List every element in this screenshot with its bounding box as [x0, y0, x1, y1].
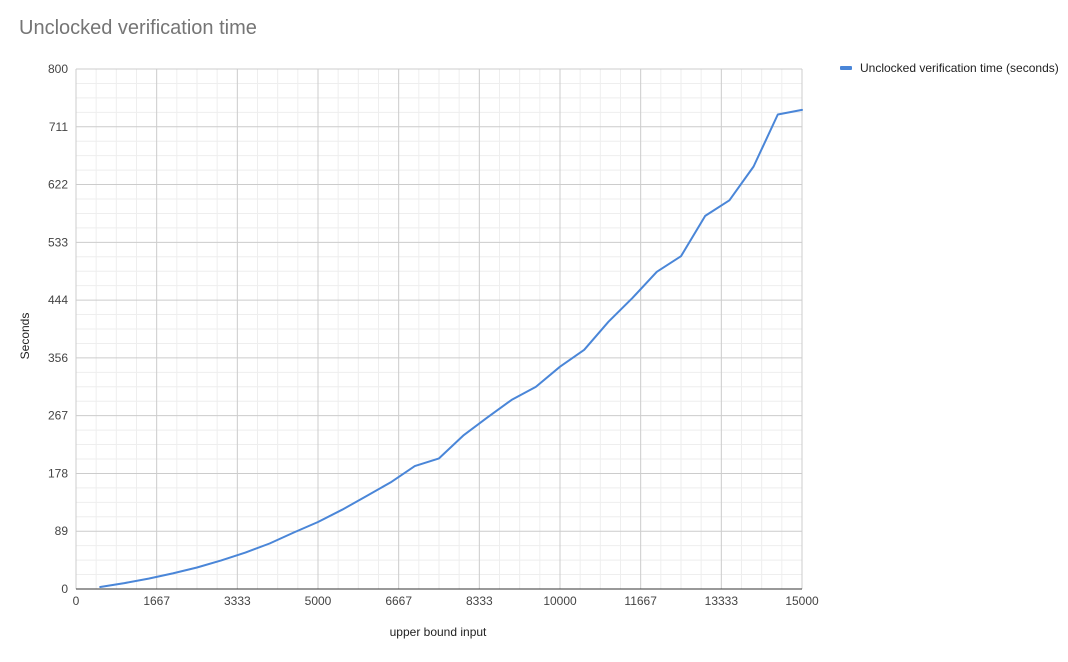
- data-point: [292, 530, 296, 534]
- data-point: [485, 415, 489, 419]
- data-point: [558, 365, 562, 369]
- x-tick-label: 10000: [543, 594, 577, 608]
- x-axis-label: upper bound input: [390, 625, 487, 639]
- data-point: [316, 520, 320, 524]
- x-tick-label: 1667: [143, 594, 170, 608]
- y-tick-label: 800: [48, 62, 68, 76]
- data-point: [413, 464, 417, 468]
- data-point: [171, 571, 175, 575]
- y-tick-label: 533: [48, 235, 68, 249]
- y-tick-label: 622: [48, 178, 68, 192]
- x-tick-label: 8333: [466, 594, 493, 608]
- x-tick-label: 3333: [224, 594, 251, 608]
- data-point: [219, 558, 223, 562]
- data-point: [122, 581, 126, 585]
- data-point: [631, 296, 635, 300]
- y-tick-label: 267: [48, 409, 68, 423]
- data-point: [776, 113, 780, 117]
- x-tick-label: 15000: [785, 594, 819, 608]
- x-tick-label: 13333: [705, 594, 739, 608]
- data-point: [364, 494, 368, 498]
- data-point: [727, 198, 731, 202]
- minor-gridlines: [76, 69, 802, 589]
- data-point: [752, 165, 756, 169]
- data-point: [703, 214, 707, 218]
- legend-label: Unclocked verification time (seconds): [860, 61, 1059, 75]
- legend[interactable]: Unclocked verification time (seconds): [840, 61, 1059, 75]
- data-point: [268, 542, 272, 546]
- y-tick-label: 711: [49, 120, 68, 134]
- x-tick-label: 0: [73, 594, 80, 608]
- x-tick-label: 6667: [385, 594, 412, 608]
- major-gridlines: [75, 68, 803, 589]
- y-tick-label: 89: [55, 524, 69, 538]
- legend-swatch: [840, 66, 852, 70]
- data-point: [243, 551, 247, 555]
- y-tick-label: 178: [48, 466, 68, 480]
- data-point: [582, 348, 586, 352]
- data-point: [147, 577, 151, 581]
- data-point: [98, 585, 102, 589]
- data-point: [655, 270, 659, 274]
- y-axis-ticks: 0 89 178 267 356 444 533 622 711 800: [48, 62, 68, 596]
- data-point: [679, 254, 683, 258]
- y-tick-label: 356: [48, 351, 68, 365]
- series-layer: [98, 108, 804, 589]
- data-point: [534, 385, 538, 389]
- x-tick-label: 5000: [305, 594, 332, 608]
- series-line-0: [99, 108, 803, 588]
- chart-title: Unclocked verification time: [19, 17, 257, 39]
- data-point: [195, 566, 199, 570]
- data-point: [389, 480, 393, 484]
- data-point: [437, 456, 441, 460]
- data-point: [510, 398, 514, 402]
- data-point: [340, 508, 344, 512]
- data-point: [606, 320, 610, 324]
- y-tick-label: 444: [48, 293, 68, 307]
- data-point: [800, 108, 804, 112]
- x-tick-label: 11667: [624, 594, 657, 608]
- y-tick-label: 0: [61, 582, 68, 596]
- data-point: [461, 434, 465, 438]
- y-axis-label: Seconds: [18, 313, 32, 360]
- x-axis-ticks: 0 1667 3333 5000 6667 8333 10000 11667 13333 1500…: [73, 594, 819, 608]
